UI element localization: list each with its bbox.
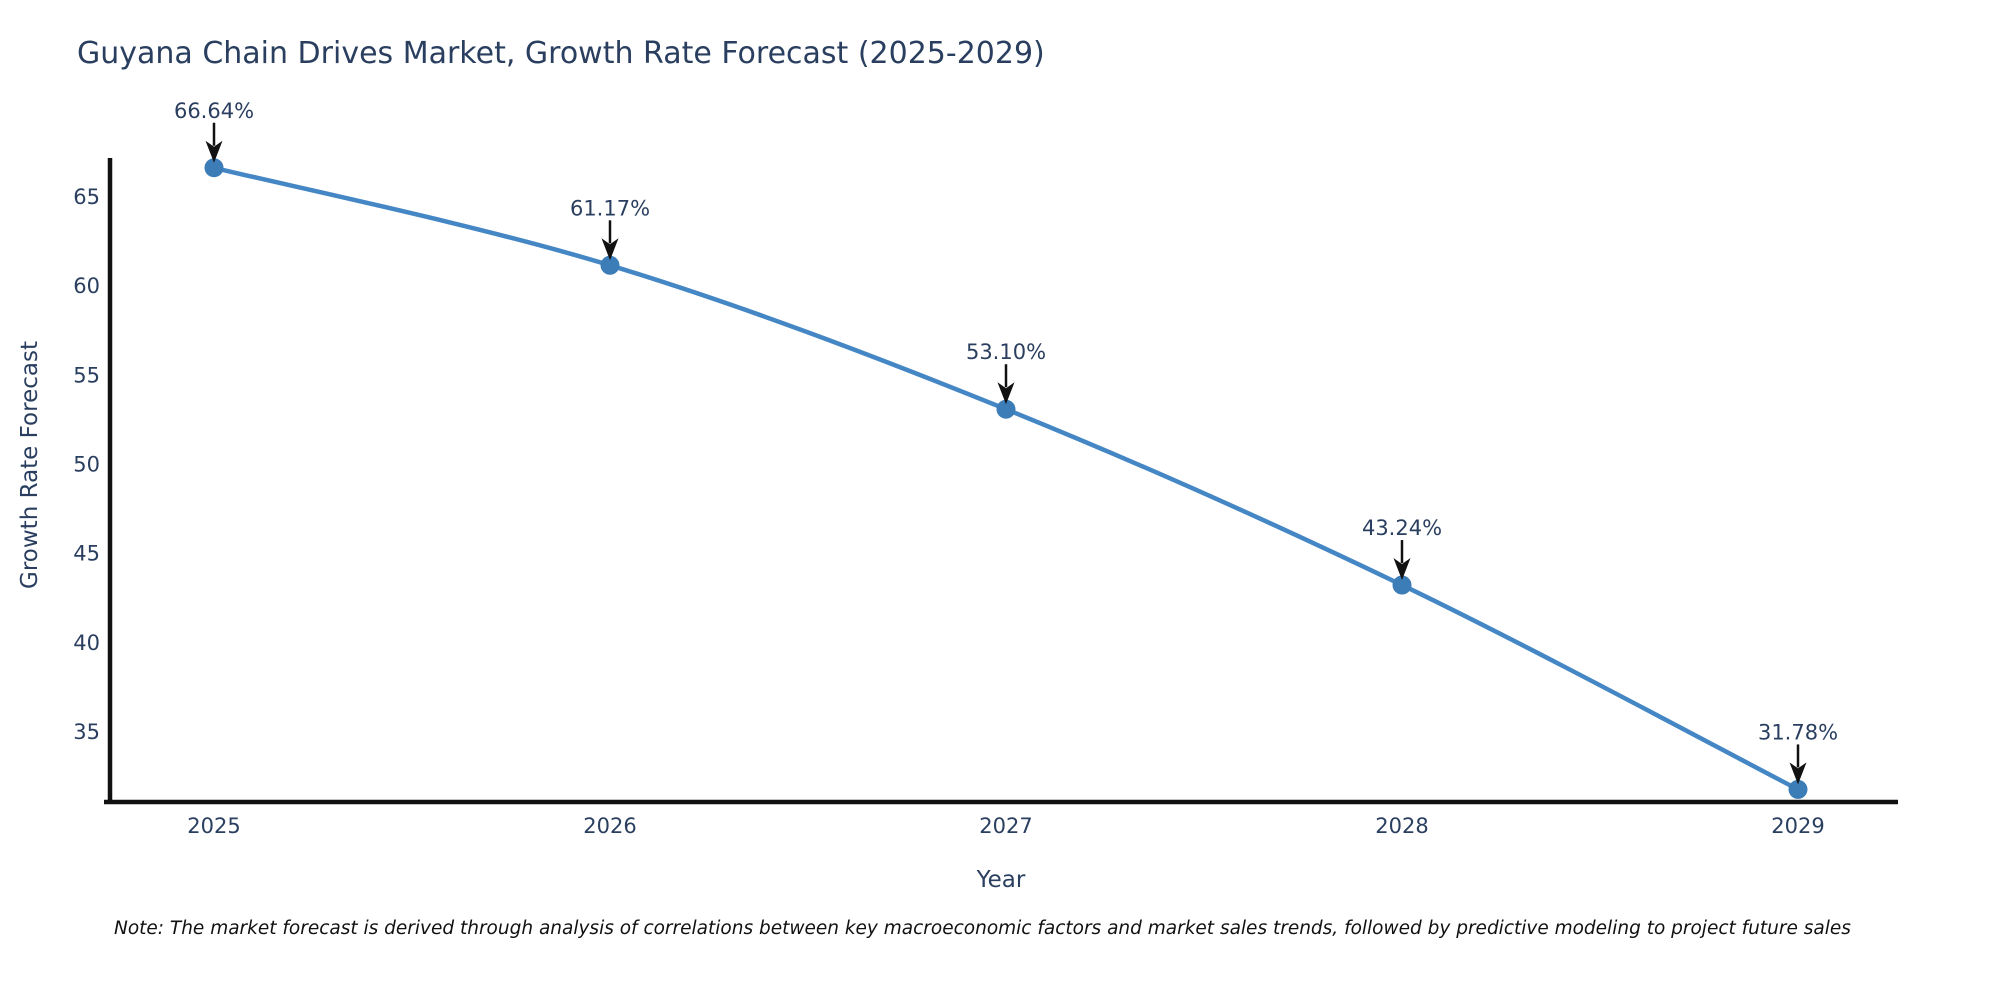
annotation-label: 53.10% (966, 340, 1046, 364)
annotation-label: 31.78% (1758, 720, 1838, 744)
data-point[interactable] (600, 255, 620, 275)
chart-title: Guyana Chain Drives Market, Growth Rate … (77, 36, 1045, 71)
data-point[interactable] (1392, 575, 1412, 595)
annotation-label: 66.64% (174, 99, 254, 123)
y-tick-label: 45 (73, 542, 100, 566)
x-tick-label: 2026 (583, 814, 636, 838)
series-line (211, 165, 1801, 792)
x-tick-label: 2029 (1771, 814, 1824, 838)
x-tick-label: 2027 (979, 814, 1032, 838)
annotation-arrowhead-icon (205, 140, 223, 163)
annotation-label: 43.24% (1362, 516, 1442, 540)
data-point[interactable] (204, 158, 224, 178)
y-tick-label: 40 (73, 631, 100, 655)
annotation-arrowhead-icon (997, 382, 1015, 405)
y-tick-label: 50 (73, 453, 100, 477)
x-tick-label: 2025 (187, 814, 240, 838)
annotation-arrowhead-icon (1789, 762, 1807, 785)
data-point[interactable] (996, 399, 1016, 419)
y-tick-label: 35 (73, 720, 100, 744)
data-point[interactable] (1788, 779, 1808, 799)
x-axis-title: Year (976, 867, 1026, 893)
y-tick-label: 65 (73, 185, 100, 209)
annotation-label: 61.17% (570, 196, 650, 220)
annotation-arrowhead-icon (1393, 558, 1411, 581)
footnote: Note: The market forecast is derived thr… (114, 918, 1851, 939)
y-tick-label: 55 (73, 363, 100, 387)
annotation-arrowhead-icon (601, 238, 619, 261)
y-tick-label: 60 (73, 274, 100, 298)
x-tick-label: 2028 (1375, 814, 1428, 838)
